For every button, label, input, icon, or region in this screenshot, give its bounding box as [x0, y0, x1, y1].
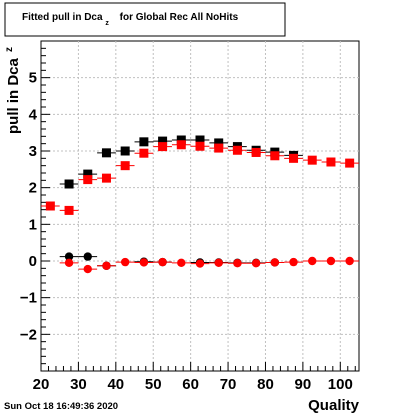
data-point-square — [214, 138, 224, 148]
title-main: Fitted pull in Dca — [22, 12, 103, 23]
data-point-circle — [139, 258, 149, 267]
title-rest: for Global Rec All NoHits — [120, 12, 239, 23]
x-axis-title: Quality — [308, 397, 360, 414]
data-point-circle — [345, 256, 354, 266]
x-tick-label: 30 — [70, 376, 87, 393]
data-point-square — [251, 147, 261, 157]
data-point-square — [101, 148, 111, 158]
y-tick-label: 1 — [29, 216, 37, 233]
data-point-square — [83, 169, 93, 179]
data-point-square — [289, 153, 299, 163]
data-point-square — [158, 142, 168, 152]
data-point-square — [139, 148, 149, 158]
x-tick-label: 40 — [107, 376, 124, 393]
data-point-circle — [326, 256, 336, 266]
data-point-square — [158, 136, 168, 146]
title-subscript: z — [105, 20, 109, 27]
data-point-circle — [64, 252, 74, 261]
data-point-circle — [195, 259, 205, 268]
data-point-circle — [233, 259, 242, 268]
y-tick-label: 2 — [29, 180, 37, 197]
y-tick-label: 4 — [29, 106, 38, 123]
title-box: Fitted pull in Dca z for Global Rec All … — [4, 2, 286, 37]
x-tick-label: 50 — [145, 376, 162, 393]
data-point-square — [120, 161, 130, 171]
data-point-square — [139, 137, 149, 147]
data-point-square — [45, 201, 55, 211]
data-point-circle — [83, 252, 92, 261]
y-tick-label: 3 — [29, 143, 37, 160]
axis-ticks — [40, 47, 356, 371]
x-tick-label: 20 — [33, 376, 50, 393]
x-tick-label: 90 — [295, 376, 312, 393]
data-point-square — [270, 151, 280, 161]
data-point-square — [214, 143, 224, 153]
data-markers — [45, 135, 355, 274]
data-point-circle — [102, 261, 111, 270]
data-point-square — [64, 205, 74, 215]
data-point-circle — [270, 258, 280, 267]
y-axis-title-subscript: z — [4, 47, 15, 52]
data-point-circle — [177, 258, 186, 268]
y-axis-title: pull in Dca z — [4, 47, 22, 134]
x-tick-label: 60 — [182, 376, 199, 393]
data-point-circle — [251, 259, 261, 268]
data-point-square — [326, 157, 336, 167]
x-tick-label: 70 — [220, 376, 237, 393]
y-axis-title-main: pull in Dca — [5, 58, 22, 135]
data-point-circle — [289, 257, 298, 267]
data-point-square — [176, 140, 186, 150]
data-point-circle — [214, 258, 223, 268]
data-point-circle — [120, 257, 130, 267]
data-point-square — [195, 135, 205, 145]
data-point-square — [307, 155, 317, 165]
y-tick-label: −2 — [20, 326, 37, 343]
x-tick-label: 80 — [257, 376, 274, 393]
svg-text:Fitted pull in Dca z: Fitted pull in Dca z for Global Rec All … — [22, 12, 239, 28]
y-tick-label: −1 — [20, 290, 37, 307]
x-tick-label: 100 — [328, 376, 353, 393]
timestamp: Sun Oct 18 16:49:36 2020 — [4, 401, 118, 412]
y-tick-label: 5 — [29, 70, 37, 87]
data-point-square — [64, 179, 74, 189]
y-tick-label: 0 — [29, 253, 37, 270]
data-point-square — [345, 158, 355, 168]
data-point-circle — [64, 258, 74, 268]
data-point-square — [120, 146, 130, 156]
data-point-square — [176, 135, 186, 145]
tick-labels: 20 30 40 50 60 70 80 90 100 −2 −1 0 1 2 3 4 5 — [20, 70, 353, 393]
data-point-square — [83, 175, 93, 185]
data-point-circle — [158, 257, 167, 267]
data-point-square — [232, 145, 242, 155]
data-point-square — [195, 141, 205, 151]
data-point-circle — [83, 264, 92, 274]
plot-area — [40, 40, 360, 372]
data-point-square — [101, 173, 111, 183]
data-point-circle — [308, 256, 317, 266]
